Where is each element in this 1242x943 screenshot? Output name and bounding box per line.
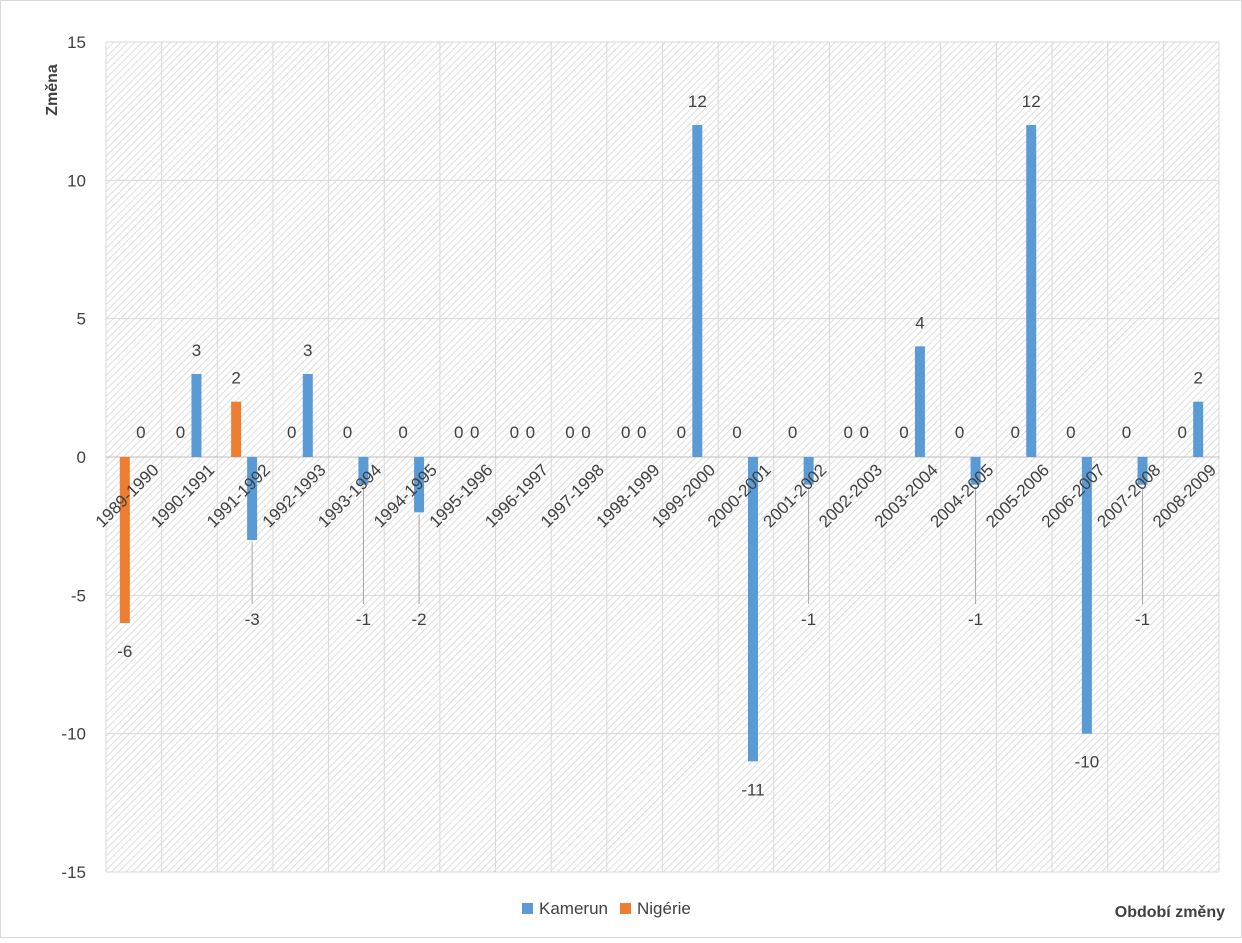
bar-kamerun bbox=[358, 457, 369, 485]
bar-nigerie bbox=[231, 401, 242, 457]
bar-kamerun bbox=[247, 457, 258, 540]
bar-kamerun bbox=[414, 457, 425, 513]
y-tick-label: -5 bbox=[71, 586, 86, 605]
y-tick-label: 0 bbox=[77, 448, 86, 467]
bar-kamerun bbox=[803, 457, 814, 485]
bar-nigerie bbox=[119, 457, 130, 623]
data-label-nigerie: 0 bbox=[844, 423, 853, 442]
data-label-nigerie: 0 bbox=[1122, 423, 1131, 442]
data-label-kamerun: 0 bbox=[470, 423, 479, 442]
data-label-kamerun: -11 bbox=[741, 780, 764, 799]
data-label-nigerie: 0 bbox=[510, 423, 519, 442]
bar-kamerun bbox=[914, 346, 925, 457]
data-label-kamerun: 3 bbox=[303, 341, 312, 360]
y-tick-label: 15 bbox=[67, 33, 86, 52]
y-tick-label: -10 bbox=[61, 725, 86, 744]
data-label-nigerie: 0 bbox=[621, 423, 630, 442]
bar-kamerun bbox=[191, 374, 202, 457]
data-label-nigerie: 0 bbox=[677, 423, 686, 442]
data-label-nigerie: 0 bbox=[176, 423, 185, 442]
data-label-kamerun: 0 bbox=[860, 423, 869, 442]
bar-kamerun bbox=[302, 374, 313, 457]
bar-kamerun bbox=[1193, 401, 1204, 457]
y-tick-label: 10 bbox=[67, 171, 86, 190]
data-label-kamerun: -1 bbox=[1135, 610, 1150, 629]
data-label-nigerie: 0 bbox=[788, 423, 797, 442]
data-label-nigerie: 0 bbox=[454, 423, 463, 442]
data-label-nigerie: 0 bbox=[287, 423, 296, 442]
data-label-kamerun: -10 bbox=[1075, 753, 1100, 772]
legend-swatch-nigerie bbox=[620, 903, 631, 914]
data-label-kamerun: 0 bbox=[136, 423, 145, 442]
bar-kamerun bbox=[1137, 457, 1148, 485]
x-axis-title: Období změny bbox=[1115, 904, 1225, 921]
legend-label-kamerun: Kamerun bbox=[539, 899, 608, 918]
data-label-kamerun: 0 bbox=[581, 423, 590, 442]
data-label-nigerie: 0 bbox=[565, 423, 574, 442]
data-label-nigerie: 0 bbox=[955, 423, 964, 442]
bar-kamerun bbox=[1081, 457, 1092, 734]
data-label-kamerun: -1 bbox=[801, 610, 816, 629]
data-label-kamerun: 0 bbox=[526, 423, 535, 442]
data-label-nigerie: 0 bbox=[899, 423, 908, 442]
data-label-nigerie: 0 bbox=[1066, 423, 1075, 442]
data-label-nigerie: 0 bbox=[732, 423, 741, 442]
data-label-kamerun: 0 bbox=[637, 423, 646, 442]
data-label-kamerun: -1 bbox=[356, 610, 371, 629]
y-tick-label: 5 bbox=[77, 310, 86, 329]
bar-kamerun bbox=[692, 125, 703, 457]
data-label-kamerun: 3 bbox=[192, 341, 201, 360]
legend-label-nigerie: Nigérie bbox=[637, 899, 691, 918]
data-label-kamerun: 4 bbox=[915, 313, 924, 332]
data-label-nigerie: 2 bbox=[231, 369, 240, 388]
data-label-kamerun: -3 bbox=[245, 610, 260, 629]
data-label-kamerun: 12 bbox=[688, 92, 707, 111]
legend-swatch-kamerun bbox=[522, 903, 533, 914]
data-label-kamerun: 2 bbox=[1193, 369, 1202, 388]
data-label-nigerie: 0 bbox=[398, 423, 407, 442]
data-label-nigerie: 0 bbox=[343, 423, 352, 442]
data-label-nigerie: 0 bbox=[1177, 423, 1186, 442]
legend: Kamerun Nigérie bbox=[522, 899, 691, 918]
data-label-kamerun: -1 bbox=[968, 610, 983, 629]
y-tick-label: -15 bbox=[61, 863, 86, 882]
y-axis-title: Změna bbox=[44, 64, 61, 116]
bar-kamerun bbox=[747, 457, 758, 762]
data-label-kamerun: 12 bbox=[1022, 92, 1041, 111]
data-label-kamerun: -2 bbox=[412, 610, 427, 629]
bar-kamerun bbox=[1026, 125, 1037, 457]
data-label-nigerie: -6 bbox=[117, 642, 132, 661]
data-label-nigerie: 0 bbox=[1010, 423, 1019, 442]
bar-kamerun bbox=[970, 457, 981, 485]
